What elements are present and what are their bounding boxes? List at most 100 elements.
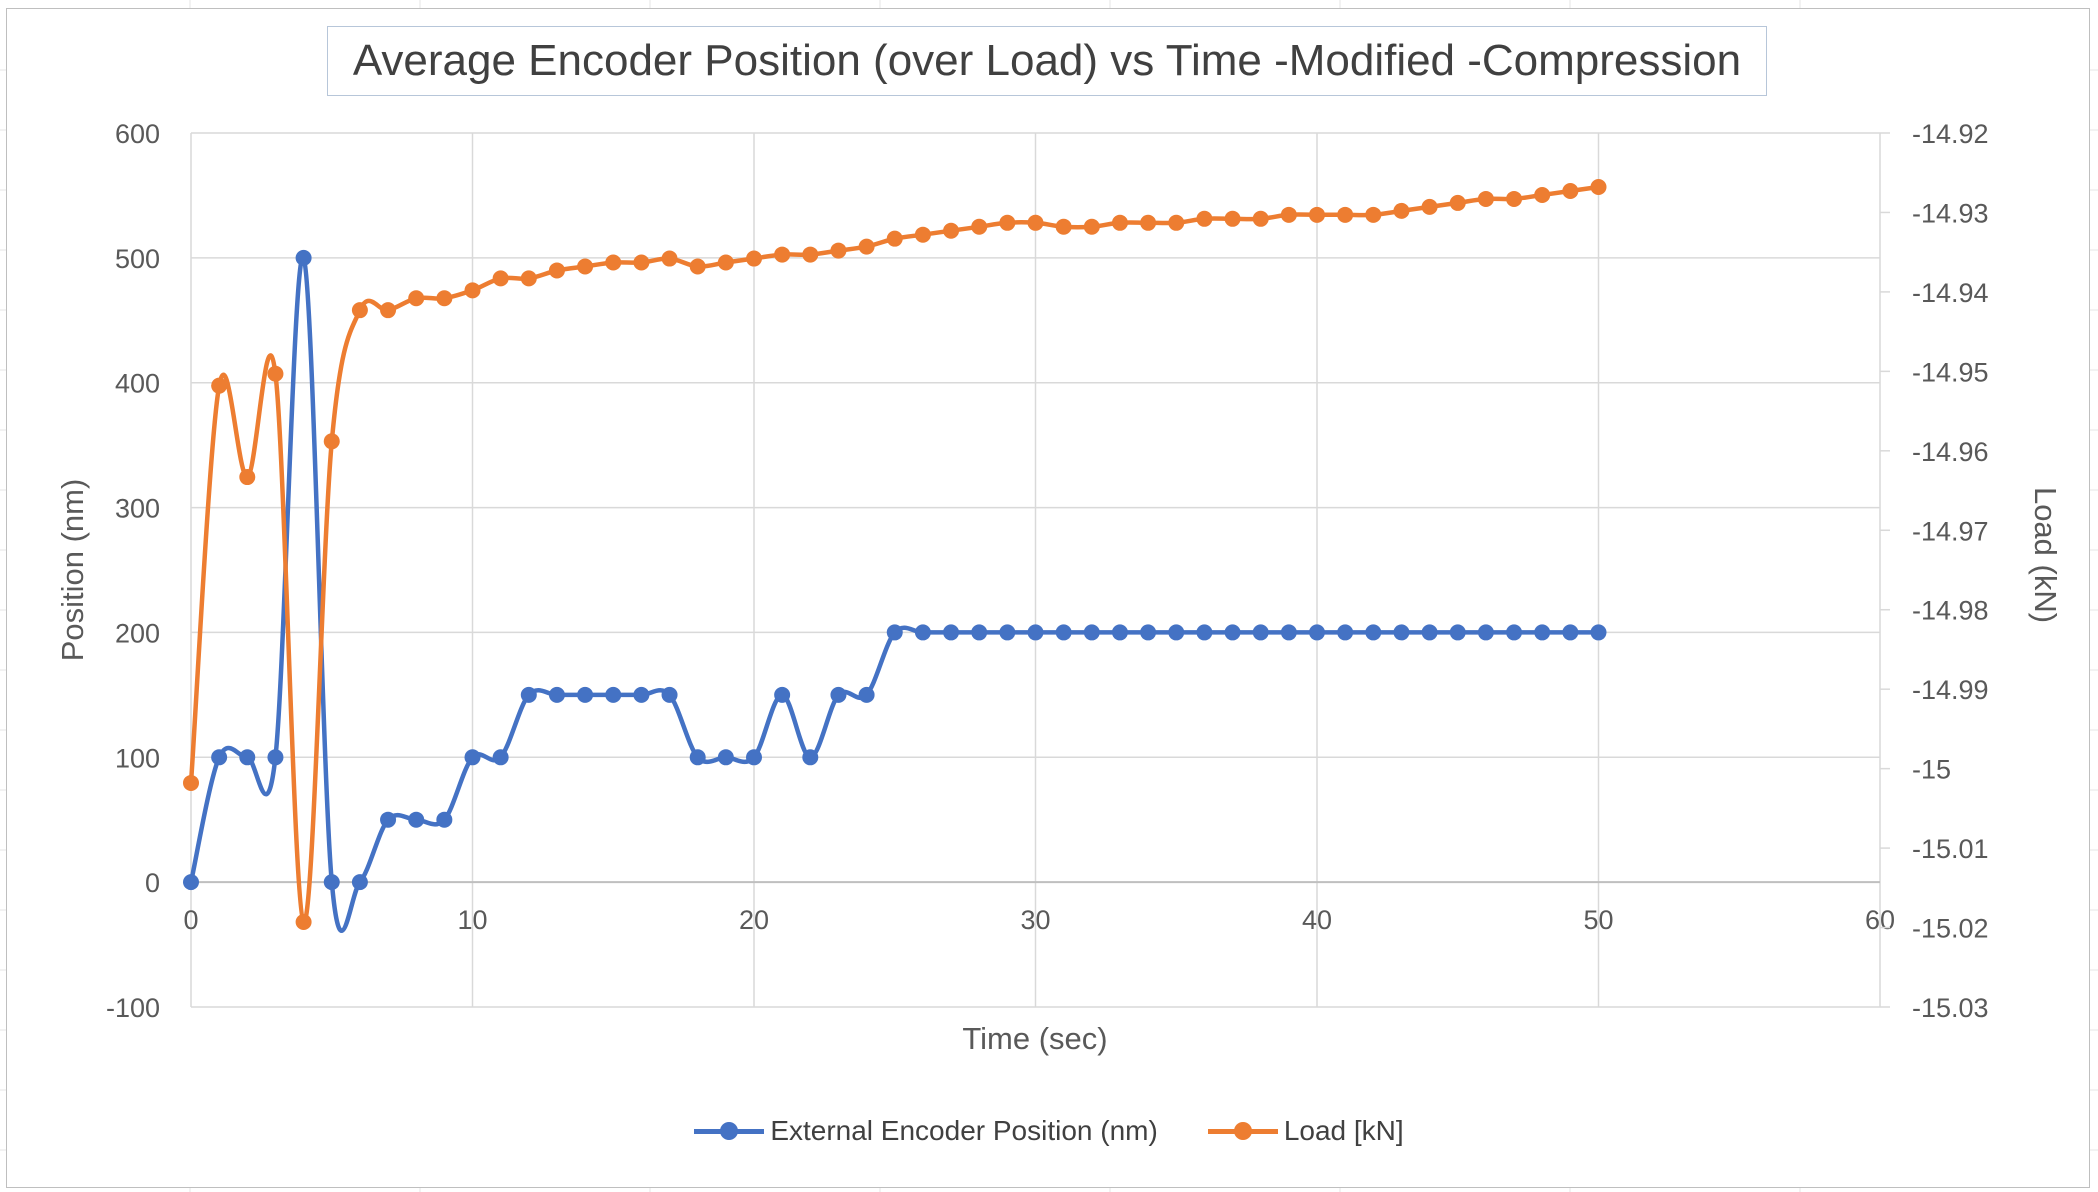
data-point-encoder <box>1534 624 1551 641</box>
data-point-encoder <box>746 749 762 766</box>
data-point-load <box>1196 210 1213 227</box>
data-point-load <box>183 774 199 791</box>
data-point-load <box>577 258 594 275</box>
data-point-load <box>1111 214 1128 231</box>
series-line-load <box>188 184 1599 925</box>
data-point-load <box>1140 214 1157 231</box>
data-point-load <box>548 262 565 279</box>
legend-item-load[interactable]: Load [kN] <box>1207 1115 1404 1147</box>
data-point-encoder <box>323 874 340 891</box>
data-point-encoder <box>380 811 397 828</box>
data-point-encoder <box>492 749 509 766</box>
y2-tick-label: -14.99 <box>1912 675 1989 705</box>
chart-title: Average Encoder Position (over Load) vs … <box>352 36 1742 85</box>
y-tick-label: -100 <box>106 993 160 1023</box>
y-tick-label: 400 <box>115 369 160 399</box>
data-point-load <box>1224 210 1241 227</box>
data-point-load <box>858 238 875 255</box>
x-tick-label: 50 <box>1583 905 1613 935</box>
data-point-load <box>1252 210 1269 227</box>
data-point-load <box>492 270 509 287</box>
data-point-encoder <box>774 686 791 703</box>
data-point-load <box>914 226 931 243</box>
data-point-encoder <box>1337 624 1354 641</box>
data-point-load <box>774 246 791 263</box>
y-tick-label: 600 <box>115 119 160 149</box>
legend-label-encoder: External Encoder Position (nm) <box>770 1115 1158 1146</box>
data-point-load <box>408 290 425 307</box>
data-point-encoder <box>1168 624 1185 641</box>
legend-swatch-encoder <box>694 1116 765 1146</box>
data-point-load <box>1365 206 1382 223</box>
y-tick-label: 100 <box>115 743 160 773</box>
data-point-load <box>1309 206 1325 223</box>
data-point-load <box>380 302 397 319</box>
data-point-load <box>661 250 678 267</box>
data-point-encoder <box>886 624 903 641</box>
data-point-encoder <box>1027 624 1044 641</box>
chart-title-box[interactable]: Average Encoder Position (over Load) vs … <box>327 26 1767 96</box>
data-point-encoder <box>436 811 453 828</box>
data-point-encoder <box>1365 624 1382 641</box>
y-tick-label: 500 <box>115 244 160 274</box>
y-tick-label: 300 <box>115 494 160 524</box>
x-tick-label: 30 <box>1020 905 1050 935</box>
data-point-load <box>689 258 706 275</box>
data-point-encoder <box>914 624 931 641</box>
legend-swatch-load <box>1207 1116 1278 1146</box>
data-point-load <box>971 218 988 235</box>
data-point-load <box>605 254 622 271</box>
x-tick-label: 10 <box>457 905 487 935</box>
data-point-load <box>1027 214 1044 231</box>
y2-tick-label: -15.02 <box>1912 914 1989 944</box>
data-point-load <box>464 282 481 299</box>
data-point-encoder <box>1449 624 1466 641</box>
data-point-load <box>886 230 903 247</box>
data-point-load <box>1280 206 1297 223</box>
data-point-load <box>943 222 960 239</box>
y-tick-label: 0 <box>145 868 160 898</box>
chart-legend[interactable]: External Encoder Position (nm) Load [kN] <box>0 1108 2098 1154</box>
data-point-load <box>1449 194 1466 211</box>
chart-area[interactable] <box>6 8 2090 1188</box>
data-point-load <box>633 254 650 271</box>
data-point-encoder <box>802 749 819 766</box>
data-point-load <box>1055 218 1072 235</box>
y-axis-title: Position (nm) <box>55 479 90 662</box>
data-point-encoder <box>858 686 875 703</box>
x-tick-label: 60 <box>1865 905 1895 935</box>
data-point-encoder <box>1055 624 1072 641</box>
x-tick-label: 20 <box>739 905 769 935</box>
data-point-encoder <box>408 811 425 828</box>
data-point-load <box>436 290 453 307</box>
data-point-encoder <box>520 686 537 703</box>
data-point-encoder <box>1083 624 1100 641</box>
data-point-encoder <box>1590 624 1607 641</box>
data-point-load <box>1421 198 1438 215</box>
data-point-load <box>1393 202 1410 219</box>
y-tick-label: 200 <box>115 618 160 648</box>
data-point-load <box>1477 190 1494 207</box>
data-point-encoder <box>183 874 199 891</box>
data-point-encoder <box>605 686 622 703</box>
data-point-encoder <box>1562 624 1579 641</box>
data-point-load <box>520 270 537 287</box>
data-point-encoder <box>1393 624 1410 641</box>
data-point-encoder <box>1309 624 1325 641</box>
data-point-encoder <box>351 874 368 891</box>
data-point-load <box>1590 179 1607 196</box>
legend-item-encoder[interactable]: External Encoder Position (nm) <box>694 1115 1158 1147</box>
data-point-encoder <box>689 749 706 766</box>
data-point-encoder <box>464 749 481 766</box>
y2-tick-label: -15.03 <box>1912 993 1989 1023</box>
x-tick-label: 40 <box>1302 905 1332 935</box>
data-point-encoder <box>971 624 988 641</box>
data-point-load <box>999 214 1016 231</box>
data-point-encoder <box>1140 624 1157 641</box>
y2-tick-label: -14.98 <box>1912 596 1989 626</box>
data-point-load <box>802 246 819 263</box>
data-point-encoder <box>1477 624 1494 641</box>
x-tick-label: 0 <box>183 905 198 935</box>
data-point-encoder <box>1252 624 1269 641</box>
